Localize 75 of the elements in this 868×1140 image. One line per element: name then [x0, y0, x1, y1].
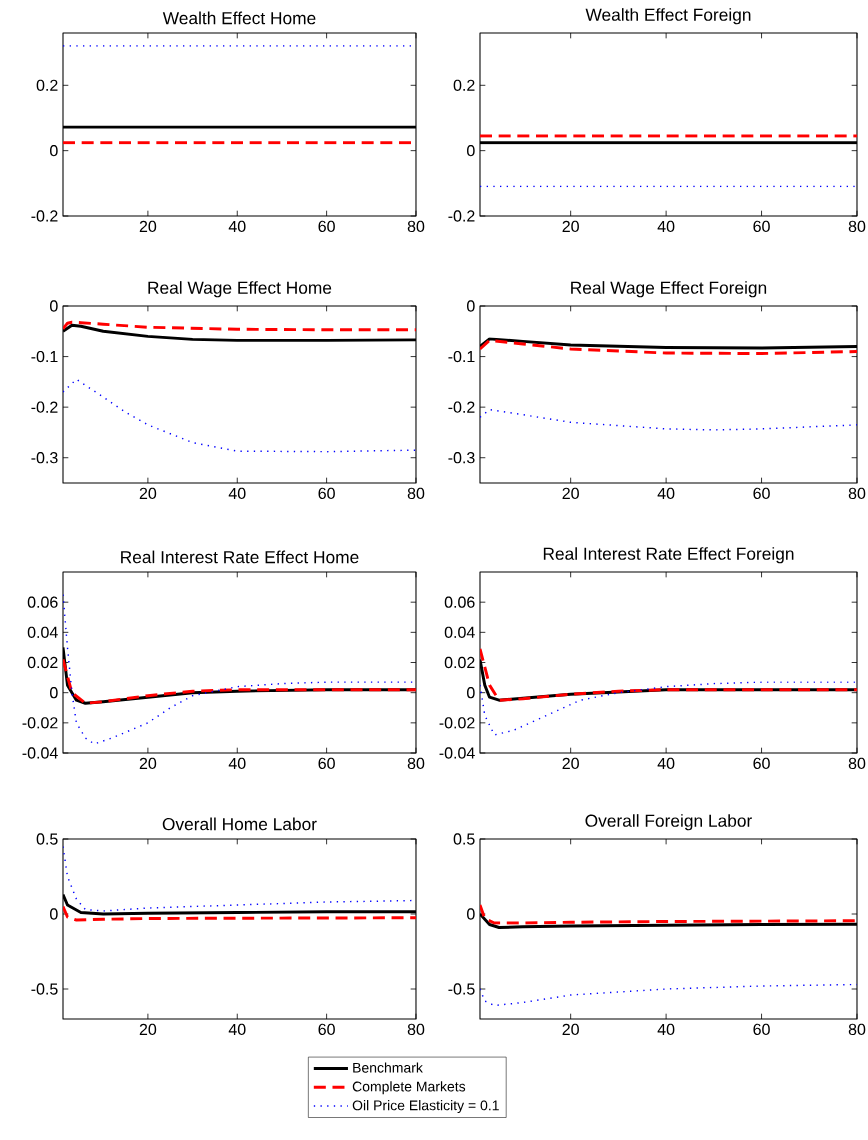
x-tick-label: 20: [562, 220, 579, 233]
y-tick-label: 0: [50, 300, 58, 312]
chart-title: Overall Home Labor: [162, 817, 317, 831]
x-tick-label: 60: [753, 487, 770, 500]
y-tick-label: 0.04: [27, 626, 58, 638]
chart-title: Real Wage Effect Foreign: [571, 281, 767, 298]
x-tick-label: 20: [562, 757, 579, 770]
x-tick-label: 80: [407, 220, 425, 233]
x-tick-label: 80: [407, 757, 425, 770]
y-tick-label: 0.06: [27, 596, 58, 608]
y-tick-label: -0.2: [31, 210, 58, 222]
x-tick-label: 40: [657, 1023, 675, 1036]
y-tick-label: 0: [50, 145, 58, 157]
chart-title: Wealth Effect Home: [162, 11, 316, 25]
x-tick-label: 60: [318, 1023, 335, 1036]
chart-title: Real Wage Effect Home: [148, 281, 332, 298]
y-tick-label: 0.02: [444, 656, 475, 669]
y-tick-label: -0.1: [448, 350, 475, 363]
y-tick-label: 0.2: [453, 79, 475, 91]
x-tick-label: 40: [228, 757, 246, 770]
y-tick-label: -0.2: [31, 401, 58, 413]
x-tick-label: 20: [562, 1023, 579, 1036]
x-tick-label: 40: [228, 487, 246, 500]
y-tick-label: 0.5: [453, 833, 475, 845]
x-tick-label: 80: [407, 487, 425, 500]
y-tick-label: -0.2: [448, 210, 475, 222]
legend-label: Oil Price Elasticity = 0.1: [352, 1100, 499, 1114]
chart-title: Real Interest Rate Effect Foreign: [543, 547, 794, 564]
y-tick-label: 0: [50, 687, 58, 699]
x-tick-label: 40: [657, 220, 675, 233]
x-tick-label: 20: [139, 220, 157, 233]
y-tick-label: -0.04: [439, 747, 475, 759]
y-tick-label: 0.06: [444, 596, 475, 608]
x-tick-label: 40: [228, 1023, 246, 1036]
y-tick-label: 0: [467, 908, 475, 920]
y-tick-label: -0.02: [22, 717, 58, 729]
x-tick-label: 60: [753, 220, 770, 233]
y-tick-label: 0: [467, 300, 475, 312]
x-tick-label: 20: [562, 487, 579, 500]
y-tick-label: -0.3: [31, 452, 58, 464]
x-tick-label: 60: [318, 220, 335, 233]
x-tick-label: 40: [657, 757, 675, 770]
y-tick-label: 0.02: [27, 656, 58, 669]
legend-label: Complete Markets: [352, 1081, 466, 1095]
y-tick-label: 0: [467, 145, 475, 157]
x-tick-label: 80: [848, 1023, 866, 1036]
y-tick-label: -0.04: [22, 747, 58, 759]
y-tick-label: 0.04: [444, 626, 475, 638]
chart-title: Overall Foreign Labor: [585, 814, 752, 831]
x-tick-label: 80: [848, 220, 866, 233]
y-tick-label: 0: [467, 687, 475, 699]
x-tick-label: 80: [848, 757, 866, 770]
y-tick-label: -0.5: [448, 983, 475, 995]
y-tick-label: 0.5: [36, 833, 58, 845]
y-tick-label: -0.3: [448, 452, 475, 464]
x-tick-label: 20: [139, 1023, 157, 1036]
chart-title: Wealth Effect Foreign: [585, 8, 751, 25]
x-tick-label: 60: [318, 487, 335, 500]
y-tick-label: 0.2: [36, 79, 58, 91]
x-tick-label: 20: [139, 757, 157, 770]
y-tick-label: -0.5: [31, 983, 58, 995]
x-tick-label: 80: [407, 1023, 425, 1036]
x-tick-label: 40: [228, 220, 246, 233]
y-tick-label: -0.2: [448, 401, 475, 413]
y-tick-label: 0: [50, 908, 58, 920]
x-tick-label: 40: [657, 487, 675, 500]
legend-label: Benchmark: [353, 1062, 423, 1073]
chart-title: Real Interest Rate Effect Home: [121, 550, 359, 564]
x-tick-label: 20: [139, 487, 157, 500]
y-tick-label: -0.1: [31, 350, 58, 363]
x-tick-label: 60: [318, 757, 335, 770]
y-tick-label: -0.02: [439, 717, 475, 729]
x-tick-label: 80: [848, 487, 866, 500]
x-tick-label: 60: [753, 1023, 770, 1036]
x-tick-label: 60: [753, 757, 770, 770]
